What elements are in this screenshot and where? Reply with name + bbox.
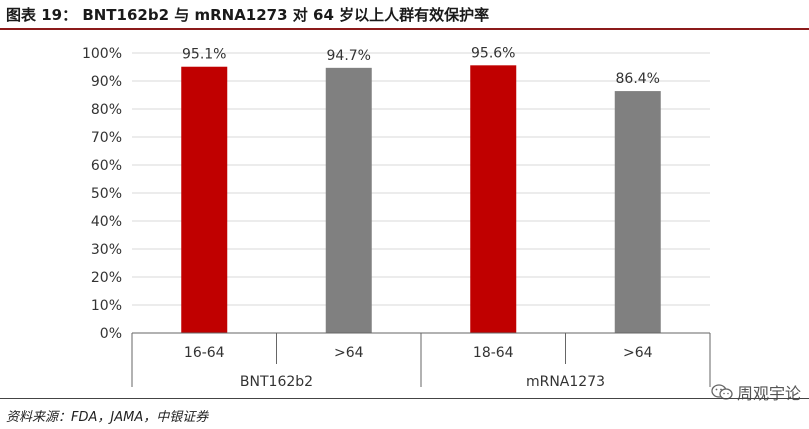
x-group-label: mRNA1273 — [526, 374, 605, 390]
y-tick-label: 70% — [91, 130, 122, 146]
y-tick-label: 20% — [91, 270, 122, 286]
bar-value-label: 95.6% — [471, 45, 515, 61]
y-tick-label: 60% — [91, 158, 122, 174]
source-note: 资料来源：FDA，JAMA，中银证券 — [6, 410, 209, 425]
bar — [470, 65, 517, 333]
y-tick-label: 90% — [91, 74, 122, 90]
title-bar: 图表 19： BNT162b2 与 mRNA1273 对 64 岁以上人群有效保… — [0, 0, 809, 30]
x-group-label: BNT162b2 — [240, 374, 313, 390]
y-tick-label: 50% — [91, 186, 122, 202]
x-tick-label: >64 — [623, 345, 653, 361]
source-bar: 资料来源：FDA，JAMA，中银证券 — [0, 398, 809, 429]
bar-value-label: 95.1% — [182, 47, 226, 63]
bar-value-label: 86.4% — [616, 71, 660, 87]
wechat-icon — [711, 384, 733, 400]
x-tick-label: 18-64 — [473, 345, 514, 361]
bar-chart: 0% 10% 20% 30% 40% 50% 60% 70% 80% 90% 100% 95.1% 94… — [82, 45, 711, 390]
y-tick-label: 80% — [91, 102, 122, 118]
bar — [614, 91, 661, 333]
y-tick-label: 100% — [82, 46, 122, 62]
y-tick-label: 10% — [91, 298, 122, 314]
y-tick-label: 30% — [91, 242, 122, 258]
chart-title: 图表 19： BNT162b2 与 mRNA1273 对 64 岁以上人群有效保… — [6, 6, 490, 24]
bar — [325, 67, 372, 333]
y-tick-label: 0% — [100, 326, 122, 342]
x-tick-label: 16-64 — [184, 345, 225, 361]
y-tick-label: 40% — [91, 214, 122, 230]
bar-value-label: 94.7% — [327, 48, 371, 64]
x-tick-label: >64 — [334, 345, 364, 361]
bar — [181, 66, 228, 333]
